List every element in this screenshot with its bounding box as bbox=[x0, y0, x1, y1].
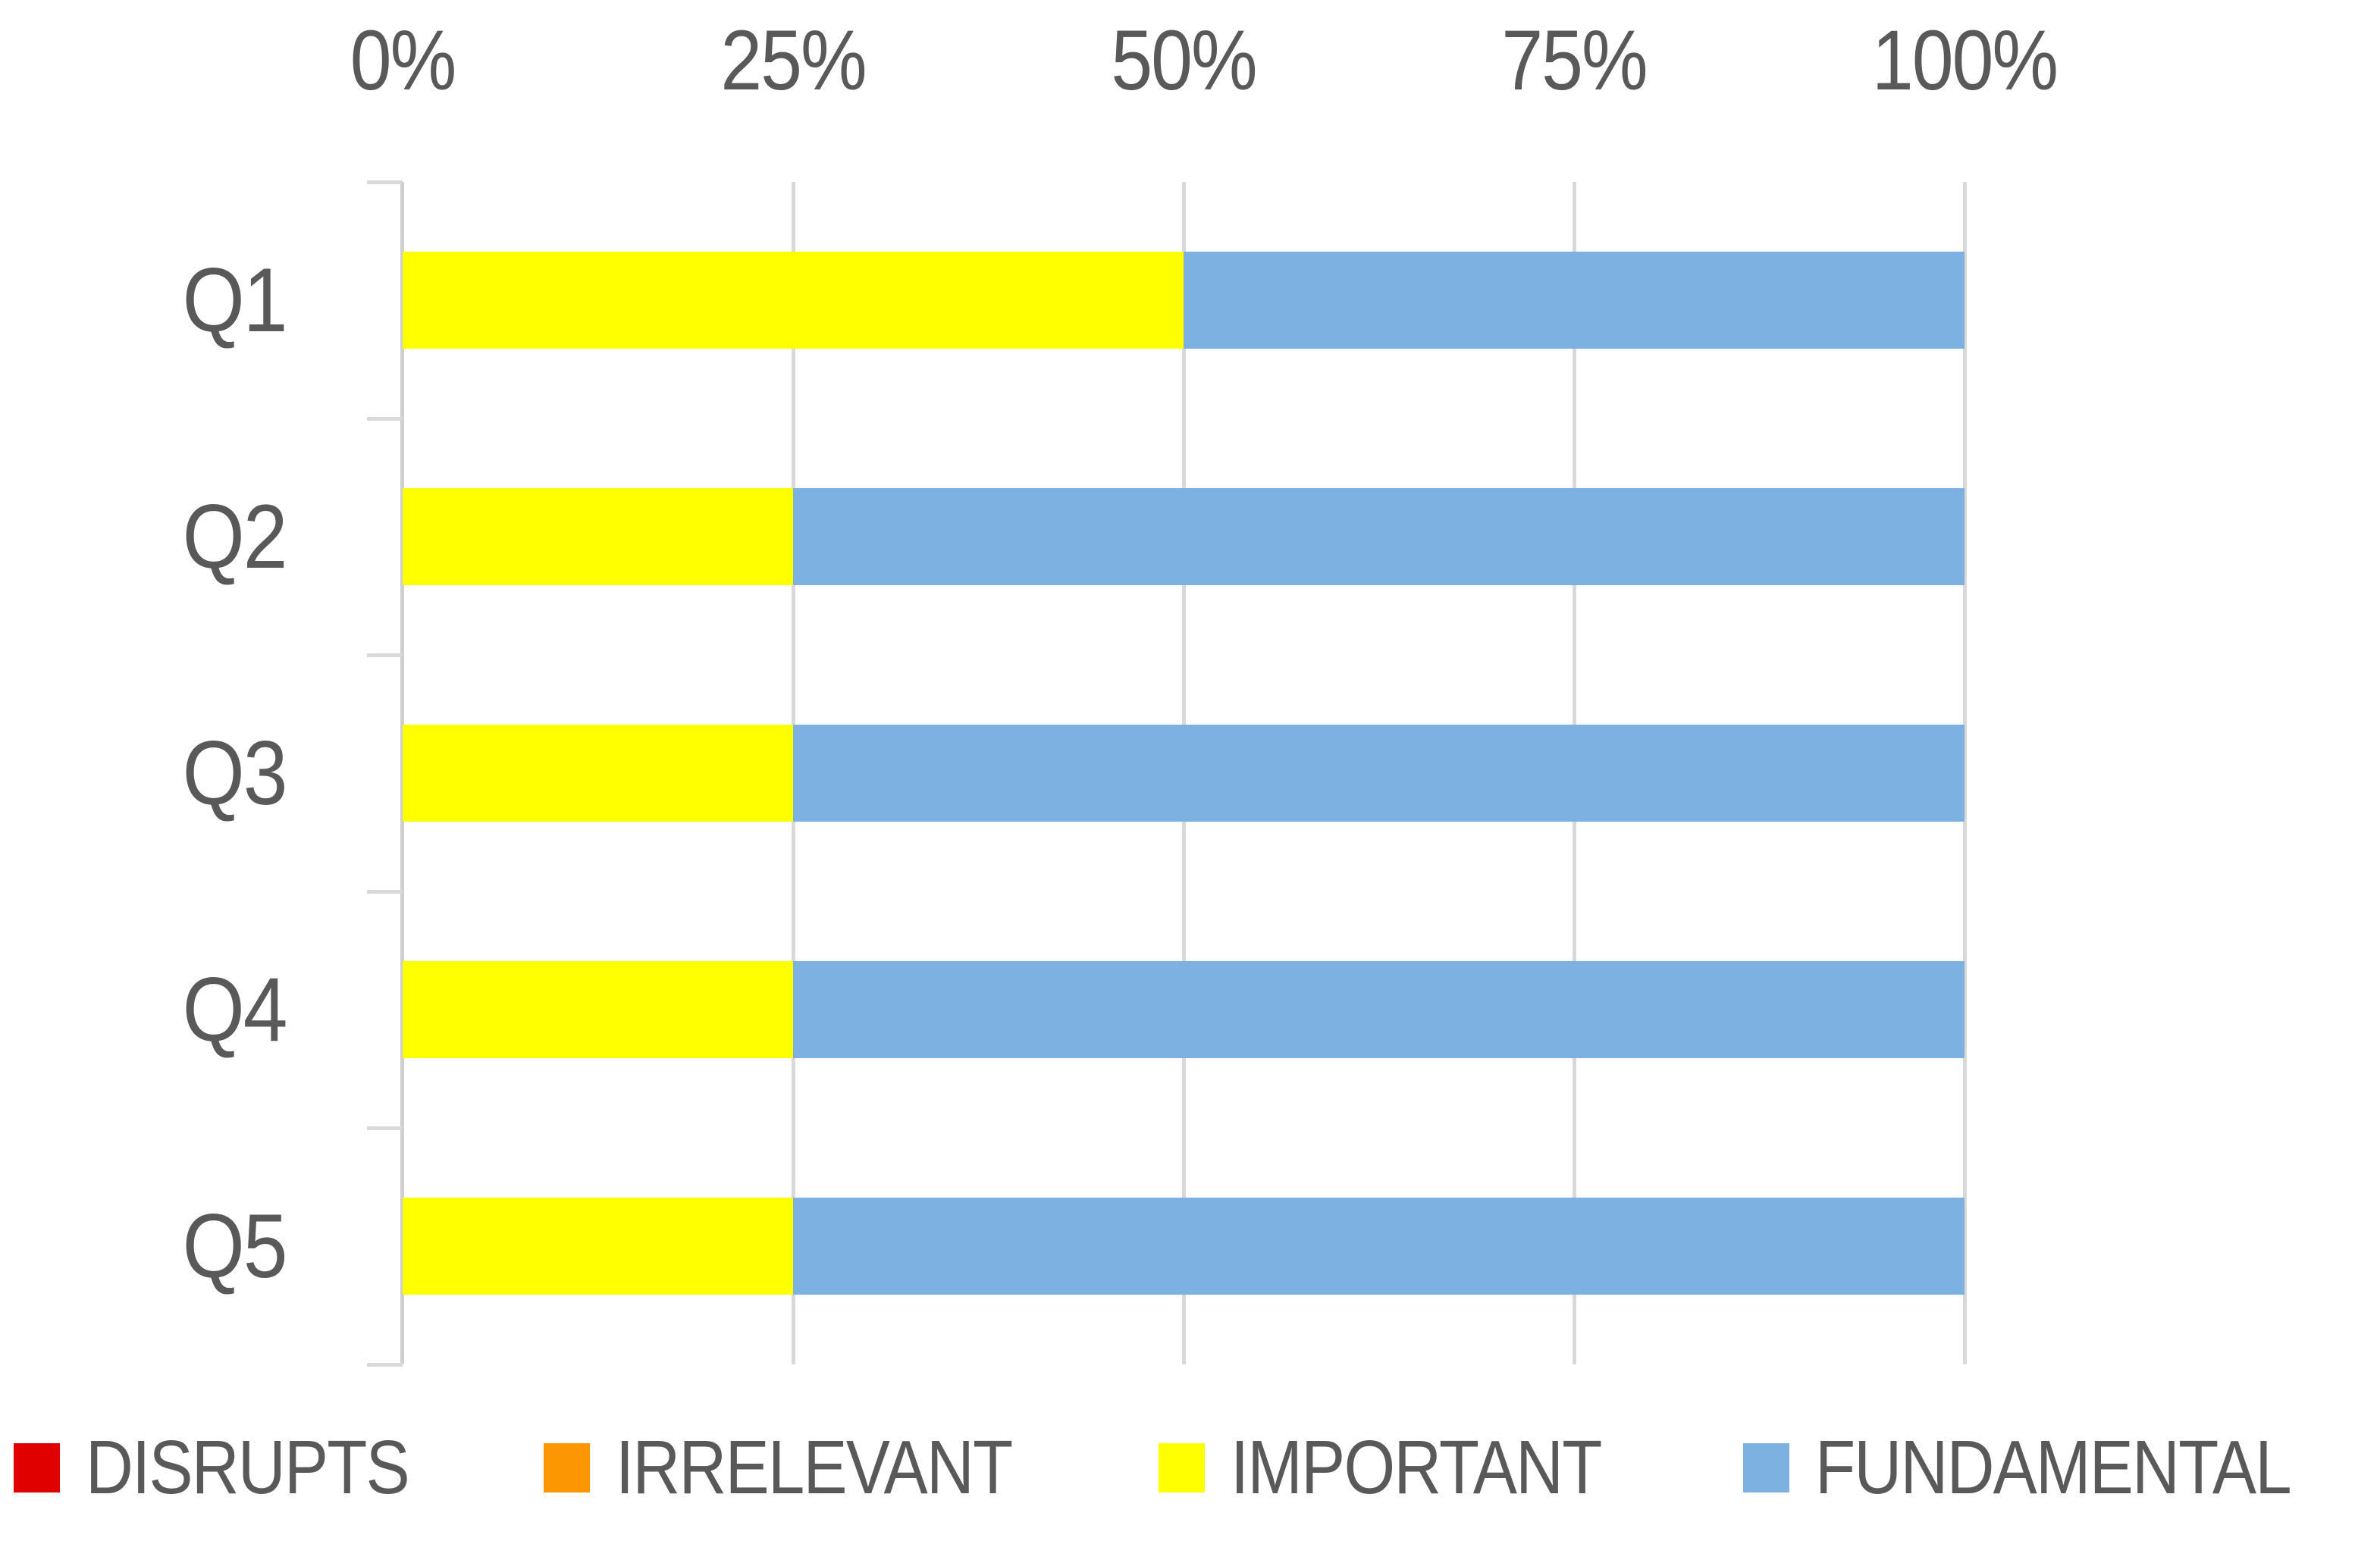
legend-swatch-irrelevant bbox=[544, 1442, 591, 1492]
bar-segment-Q3-important bbox=[403, 725, 793, 822]
legend-item-fundamental: FUNDAMENTAL bbox=[1743, 1430, 2362, 1505]
y-axis-tick-1 bbox=[367, 417, 403, 421]
y-axis-line bbox=[400, 182, 404, 1364]
gridline-100% bbox=[1963, 182, 1967, 1364]
y-axis-tick-2 bbox=[367, 653, 403, 657]
y-axis-tick-3 bbox=[367, 890, 403, 894]
bar-segment-Q5-important bbox=[403, 1198, 793, 1295]
bar-segment-Q2-important bbox=[403, 488, 793, 585]
x-axis-label-2: 50% bbox=[1111, 13, 1257, 108]
legend-swatch-fundamental bbox=[1743, 1442, 1790, 1492]
bar-Q2 bbox=[403, 488, 1965, 585]
y-axis-tick-4 bbox=[367, 1126, 403, 1130]
legend-label-fundamental: FUNDAMENTAL bbox=[1815, 1425, 2292, 1510]
category-label-Q4: Q4 bbox=[182, 959, 288, 1060]
bar-segment-Q5-fundamental bbox=[793, 1198, 1965, 1295]
bar-segment-Q1-fundamental bbox=[1184, 252, 1965, 349]
x-axis-label-4: 100% bbox=[1871, 13, 2059, 108]
y-axis-tick-0 bbox=[367, 180, 403, 184]
bar-Q5 bbox=[403, 1198, 1965, 1295]
legend-item-important: IMPORTANT bbox=[1158, 1425, 1657, 1510]
category-label-Q5: Q5 bbox=[182, 1195, 288, 1297]
legend: DISRUPTS IRRELEVANT IMPORTANT FUNDAMENTAL bbox=[14, 1430, 2362, 1505]
legend-swatch-important bbox=[1158, 1442, 1205, 1492]
legend-item-irrelevant: IRRELEVANT bbox=[544, 1430, 1071, 1505]
bar-segment-Q2-fundamental bbox=[793, 488, 1965, 585]
x-axis: 0% 25% 50% 75% 100% bbox=[0, 0, 2380, 182]
legend-swatch-disrupts bbox=[14, 1442, 60, 1492]
bar-segment-Q4-important bbox=[403, 961, 793, 1058]
x-axis-label-3: 75% bbox=[1501, 13, 1648, 108]
legend-label-important: IMPORTANT bbox=[1230, 1425, 1602, 1510]
category-label-Q3: Q3 bbox=[182, 722, 288, 824]
bar-segment-Q1-important bbox=[403, 252, 1184, 349]
bar-segment-Q3-fundamental bbox=[793, 725, 1965, 822]
x-axis-label-0: 0% bbox=[350, 13, 456, 108]
category-label-Q2: Q2 bbox=[182, 486, 288, 587]
y-axis-tick-5 bbox=[367, 1363, 403, 1367]
legend-label-disrupts: DISRUPTS bbox=[86, 1425, 410, 1510]
bar-segment-Q4-fundamental bbox=[793, 961, 1965, 1058]
legend-item-disrupts: DISRUPTS bbox=[14, 1430, 457, 1505]
bar-Q1 bbox=[403, 252, 1965, 349]
category-label-Q1: Q1 bbox=[182, 249, 288, 351]
x-axis-label-1: 25% bbox=[720, 13, 867, 108]
bar-Q4 bbox=[403, 961, 1965, 1058]
bar-Q3 bbox=[403, 725, 1965, 822]
legend-label-irrelevant: IRRELEVANT bbox=[616, 1425, 1013, 1510]
